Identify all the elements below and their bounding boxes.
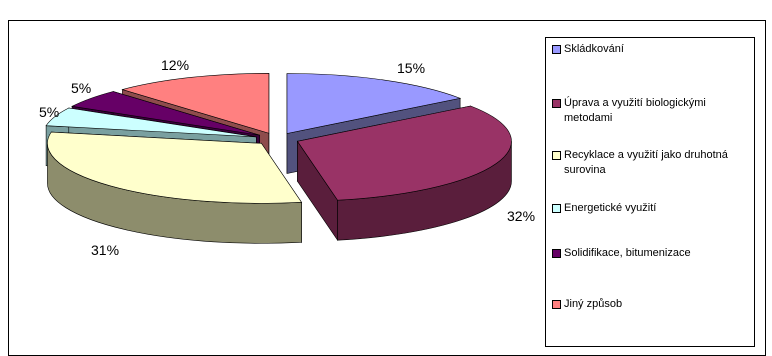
data-label: 15%: [397, 60, 425, 76]
pie-slice-top: [286, 73, 462, 134]
data-label: 12%: [161, 57, 189, 73]
pie-chart: 15% 32% 31% 5% 5% 12%: [39, 57, 535, 258]
pie-slice-top: [296, 105, 512, 201]
pie-slice-top: [71, 91, 260, 136]
legend-swatch: [552, 204, 561, 213]
legend-label: Energetické využití: [564, 202, 657, 214]
legend-item: Solidifikace, bitumenizace: [552, 246, 752, 261]
pie-slice-top: [45, 107, 257, 138]
legend-item: Úprava a využití biologickými metodami: [552, 96, 752, 126]
data-label: 32%: [507, 208, 535, 224]
legend-label: Jiný způsob: [564, 298, 623, 310]
legend-swatch: [552, 99, 561, 108]
pie-slice: [47, 131, 303, 244]
legend-label: Recyklace a využití jako druhotná surovi…: [564, 149, 728, 176]
legend-swatch: [552, 45, 561, 54]
legend-item: Recyklace a využití jako druhotná surovi…: [552, 148, 752, 178]
chart-area: 15% 32% 31% 5% 5% 12% Skládkování Úprava a vy…: [8, 20, 766, 356]
legend-swatch: [552, 300, 561, 309]
legend-item: Energetické využití: [552, 201, 752, 216]
legend-label: Úprava a využití biologickými metodami: [564, 97, 706, 124]
legend-label: Solidifikace, bitumenizace: [564, 247, 691, 259]
legend-swatch: [552, 151, 561, 160]
legend-label: Skládkování: [564, 43, 624, 55]
pie-slice-top: [47, 131, 303, 204]
data-label: 5%: [71, 80, 91, 96]
data-label: 31%: [91, 242, 119, 258]
data-label: 5%: [39, 104, 59, 120]
pie-slice-top: [121, 72, 270, 134]
legend-swatch: [552, 249, 561, 258]
legend-item: Skládkování: [552, 42, 752, 57]
legend-item: Jiný způsob: [552, 297, 752, 312]
legend: Skládkování Úprava a využití biologickým…: [545, 37, 755, 347]
pie-slice: [296, 105, 512, 242]
